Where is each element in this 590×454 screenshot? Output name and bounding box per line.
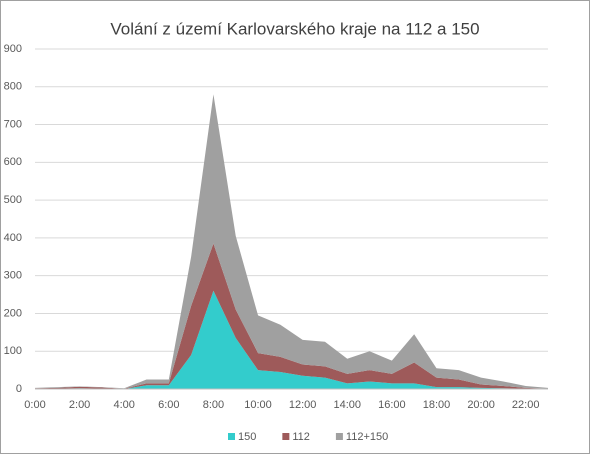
- y-tick-label: 500: [4, 194, 22, 206]
- y-tick-label: 100: [4, 345, 22, 357]
- x-tick-label: 10:00: [244, 399, 272, 411]
- y-tick-label: 700: [4, 118, 22, 130]
- y-tick-label: 400: [4, 232, 22, 244]
- legend-swatch: [335, 433, 343, 440]
- x-tick-label: 0:00: [24, 399, 45, 411]
- x-tick-label: 6:00: [158, 399, 179, 411]
- x-tick-label: 2:00: [69, 399, 90, 411]
- y-tick-label: 900: [4, 43, 22, 55]
- x-tick-label: 12:00: [289, 399, 317, 411]
- x-tick-label: 8:00: [203, 399, 224, 411]
- legend-label: 112: [292, 431, 310, 443]
- legend-swatch: [228, 433, 235, 440]
- x-tick-label: 16:00: [378, 399, 406, 411]
- x-tick-label: 22:00: [512, 399, 540, 411]
- chart-title: Volání z území Karlovarského kraje na 11…: [110, 19, 479, 38]
- x-tick-label: 18:00: [423, 399, 451, 411]
- x-tick-label: 20:00: [467, 399, 495, 411]
- x-tick-label: 4:00: [114, 399, 135, 411]
- y-tick-label: 600: [4, 156, 22, 168]
- y-tick-label: 200: [4, 307, 22, 319]
- y-tick-label: 800: [4, 81, 22, 93]
- legend-label: 150: [238, 431, 256, 443]
- y-tick-label: 0: [16, 383, 22, 395]
- legend-swatch: [282, 433, 290, 440]
- legend-label: 112+150: [346, 431, 388, 443]
- y-tick-label: 300: [4, 270, 22, 282]
- x-tick-label: 14:00: [333, 399, 361, 411]
